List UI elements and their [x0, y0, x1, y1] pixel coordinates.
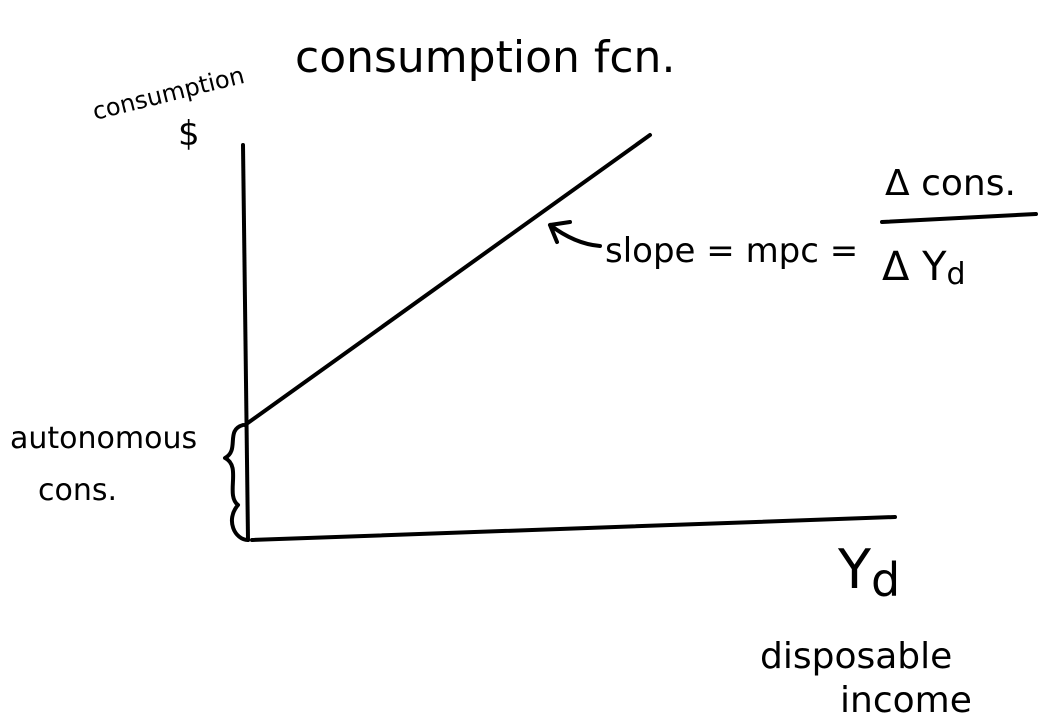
diagram: consumption fcn. consumption $ autonomou…	[0, 0, 1039, 723]
x-axis-label: disposable	[760, 636, 952, 677]
slope-note: slope = mpc =	[605, 231, 858, 271]
slope-numerator: Δ cons.	[885, 163, 1016, 204]
x-axis-label: income	[840, 680, 972, 721]
slope-denominator-subscript: d	[947, 257, 966, 292]
intercept-label: autonomous	[10, 421, 197, 456]
x-axis-symbol-subscript: d	[871, 553, 900, 607]
intercept-label: cons.	[38, 473, 117, 508]
y-axis-unit: $	[178, 114, 200, 154]
title: consumption fcn.	[295, 32, 675, 83]
x-axis-symbol-main: Y	[837, 538, 872, 601]
slope-denominator-symbol: Δ Y	[882, 244, 947, 290]
